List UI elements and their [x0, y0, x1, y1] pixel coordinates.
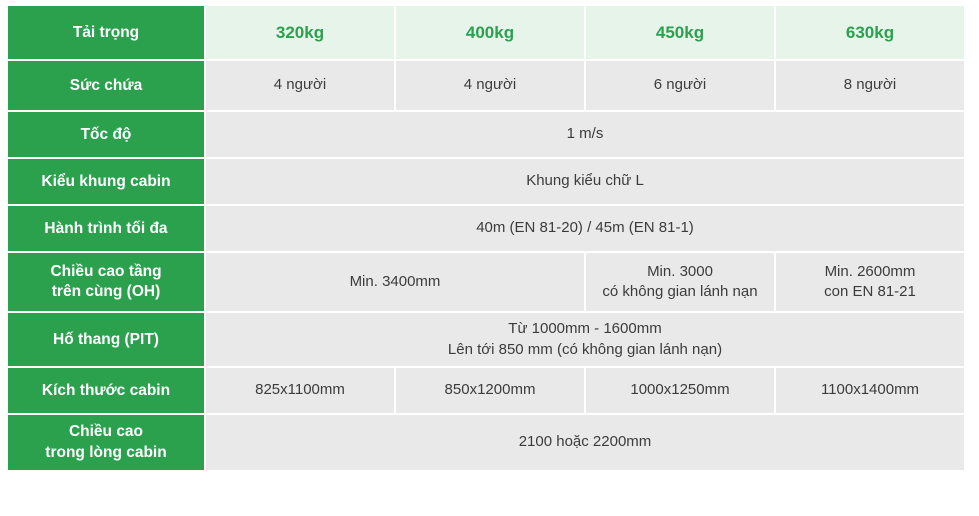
- row-label-overhead: Chiều cao tầng trên cùng (OH): [6, 251, 206, 313]
- table-row-speed: Tốc độ 1 m/s: [6, 110, 966, 159]
- column-header-400kg: 400kg: [394, 4, 586, 61]
- table-row-overhead: Chiều cao tầng trên cùng (OH) Min. 3400m…: [6, 251, 966, 313]
- cell-speed-value: 1 m/s: [204, 110, 966, 159]
- cell-overhead-3400: Min. 3400mm: [204, 251, 586, 313]
- cell-cabin-height-value: 2100 hoặc 2200mm: [204, 413, 966, 472]
- row-label-capacity: Sức chứa: [6, 59, 206, 112]
- row-label-overhead-line2: trên cùng (OH): [51, 283, 161, 300]
- row-label-load: Tải trọng: [6, 4, 206, 61]
- row-label-frame: Kiểu khung cabin: [6, 157, 206, 206]
- cell-overhead-2600-line2: con EN 81-21: [824, 283, 916, 300]
- cell-pit-value: Từ 1000mm - 1600mm Lên tới 850 mm (có kh…: [204, 311, 966, 368]
- cell-overhead-3000-line1: Min. 3000: [647, 262, 713, 280]
- cell-capacity-630: 8 người: [774, 59, 966, 112]
- row-label-pit: Hố thang (PIT): [6, 311, 206, 368]
- column-header-630kg: 630kg: [774, 4, 966, 61]
- cell-overhead-3000: Min. 3000 có không gian lánh nạn: [584, 251, 776, 313]
- table-row-frame: Kiểu khung cabin Khung kiểu chữ L: [6, 157, 966, 206]
- row-label-cabin-height-line1: Chiều cao: [68, 423, 144, 441]
- cell-capacity-320: 4 người: [204, 59, 396, 112]
- cell-pit-line2: Lên tới 850 mm (có không gian lánh nạn): [447, 340, 723, 358]
- table-row-header: Tải trọng 320kg 400kg 450kg 630kg: [6, 4, 966, 61]
- cell-cabin-size-450: 1000x1250mm: [584, 366, 776, 415]
- row-label-travel: Hành trình tối đa: [6, 204, 206, 253]
- cell-cabin-size-400: 850x1200mm: [394, 366, 586, 415]
- table-row-capacity: Sức chứa 4 người 4 người 6 người 8 người: [6, 59, 966, 112]
- cell-capacity-450: 6 người: [584, 59, 776, 112]
- column-header-450kg: 450kg: [584, 4, 776, 61]
- table-row-cabin-height: Chiều cao trong lòng cabin 2100 hoặc 220…: [6, 413, 966, 472]
- table-row-pit: Hố thang (PIT) Từ 1000mm - 1600mm Lên tớ…: [6, 311, 966, 368]
- cell-overhead-2600-line1: Min. 2600mm: [824, 262, 916, 280]
- row-label-cabin-height-line2: trong lòng cabin: [45, 443, 167, 461]
- cell-cabin-size-630: 1100x1400mm: [774, 366, 966, 415]
- column-header-320kg: 320kg: [204, 4, 396, 61]
- row-label-overhead-line1: Chiều cao tầng: [50, 262, 162, 280]
- cell-capacity-400: 4 người: [394, 59, 586, 112]
- row-label-cabin-height: Chiều cao trong lòng cabin: [6, 413, 206, 472]
- row-label-cabin-size: Kích thước cabin: [6, 366, 206, 415]
- row-label-speed: Tốc độ: [6, 110, 206, 159]
- cell-pit-line1: Từ 1000mm - 1600mm: [508, 320, 662, 338]
- cell-overhead-3000-line2: có không gian lánh nạn: [602, 283, 758, 300]
- table-row-travel: Hành trình tối đa 40m (EN 81-20) / 45m (…: [6, 204, 966, 253]
- cell-frame-value: Khung kiểu chữ L: [204, 157, 966, 206]
- cell-overhead-2600: Min. 2600mm con EN 81-21: [774, 251, 966, 313]
- cell-travel-value: 40m (EN 81-20) / 45m (EN 81-1): [204, 204, 966, 253]
- cell-cabin-size-320: 825x1100mm: [204, 366, 396, 415]
- table-row-cabin-size: Kích thước cabin 825x1100mm 850x1200mm 1…: [6, 366, 966, 415]
- specification-table: Tải trọng 320kg 400kg 450kg 630kg Sức ch…: [6, 4, 966, 472]
